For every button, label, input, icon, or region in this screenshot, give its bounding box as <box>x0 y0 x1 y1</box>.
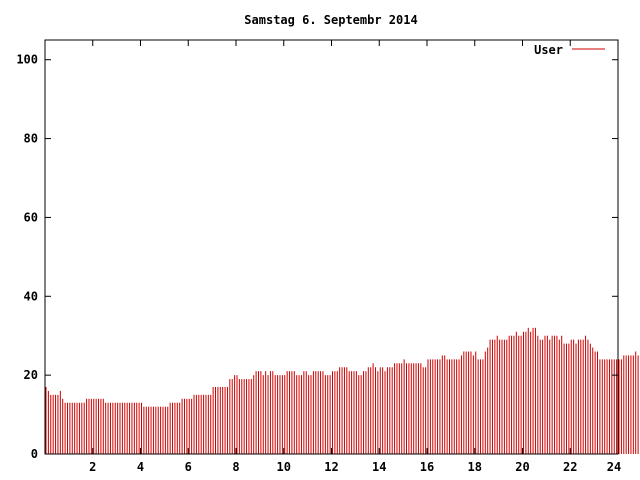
x-tick-label: 8 <box>232 460 239 474</box>
x-tick-label: 12 <box>324 460 338 474</box>
x-tick-label: 22 <box>563 460 577 474</box>
y-tick-label: 60 <box>24 210 38 224</box>
x-tick-label: 10 <box>277 460 291 474</box>
x-tick-label: 20 <box>515 460 529 474</box>
x-tick-label: 16 <box>420 460 434 474</box>
legend: User <box>534 43 605 57</box>
x-tick-label: 24 <box>607 460 621 474</box>
legend-label-user: User <box>534 43 563 57</box>
x-tick-label: 4 <box>137 460 144 474</box>
y-tick-label: 40 <box>24 289 38 303</box>
bar-series-user <box>45 327 640 454</box>
y-tick-label: 20 <box>24 368 38 382</box>
y-axis: 0 20 40 60 80 100 <box>16 53 618 461</box>
x-tick-label: 14 <box>372 460 386 474</box>
chart-title: Samstag 6. Septembr 2014 <box>244 13 417 27</box>
x-tick-label: 2 <box>89 460 96 474</box>
x-tick-label: 6 <box>185 460 192 474</box>
y-tick-label: 0 <box>31 447 38 461</box>
plot-frame <box>44 39 619 455</box>
x-tick-label: 18 <box>468 460 482 474</box>
y-tick-label: 80 <box>24 132 38 146</box>
x-axis: 2 4 6 8 10 12 14 16 18 20 22 24 <box>89 40 621 474</box>
y-tick-label: 100 <box>16 53 38 67</box>
